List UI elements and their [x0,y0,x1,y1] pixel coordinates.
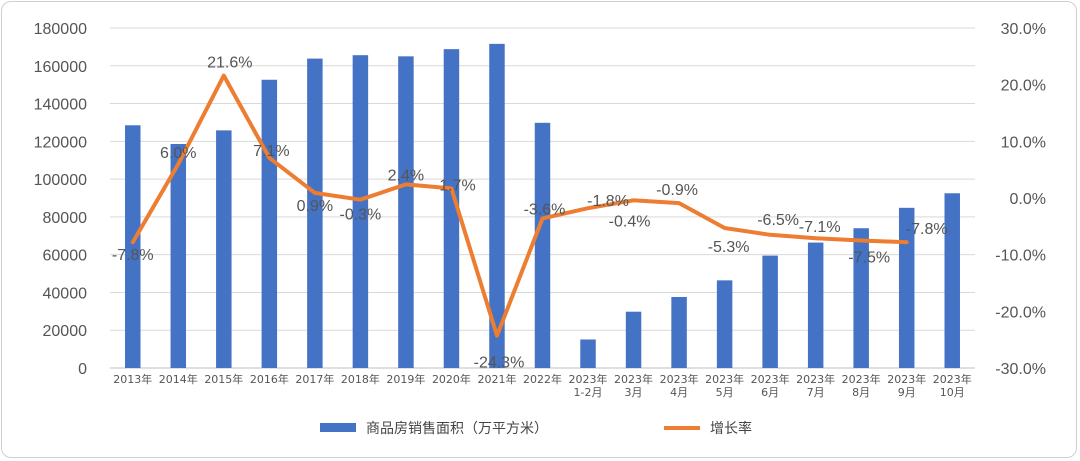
bar [443,49,460,369]
x-tick-label: 10月 [940,386,965,399]
growth-label: 21.6% [207,55,252,72]
bar [853,228,869,368]
x-tick-label: 2013年 [113,372,152,386]
growth-label: -1.8% [587,193,629,210]
bar [762,255,778,368]
line-data-labels: -7.8% 6.0% 21.6% 7.1% 0.9% -0.3% 2.4% 1.7% -24.3… [112,55,948,372]
bar [170,143,187,368]
x-tick-label: 2023年 [887,372,926,386]
x-tick-label: 9月 [898,386,916,399]
left-tick-label: 100000 [34,172,87,189]
x-tick-label: 2014年 [159,372,198,386]
growth-label: -3.6% [524,201,566,218]
bar [352,55,369,368]
legend: 商品房销售面积（万平方米） 增长率 [320,420,752,437]
x-tick-label: 6月 [761,386,779,399]
left-tick-label: 160000 [34,59,87,76]
x-tick-label: 2019年 [386,372,425,386]
x-tick-label: 2021年 [477,372,516,386]
x-tick-label: 2023年 [569,372,608,386]
left-tick-label: 60000 [43,248,88,265]
left-tick-label: 120000 [34,134,87,151]
bar-series [125,43,960,369]
right-tick-label: -20.0% [995,304,1046,321]
legend-line-label: 增长率 [710,420,752,437]
legend-bar-swatch [320,423,356,432]
legend-bar-label: 商品房销售面积（万平方米） [366,421,548,437]
gridlines [110,27,975,369]
x-tick-label: 4月 [670,386,688,399]
x-tick-label: 8月 [852,386,870,399]
bar [125,125,141,369]
x-tick-label: 2023年 [705,372,744,386]
right-axis-ticks: -30.0% -20.0% -10.0% 0.0% 10.0% 20.0% 30.0% [995,21,1046,378]
right-tick-label: -10.0% [995,248,1046,265]
growth-label: -0.9% [656,182,698,199]
right-tick-label: 20.0% [1001,78,1046,95]
bar [307,58,323,368]
left-tick-label: 0 [78,361,87,378]
growth-label: -7.8% [112,247,154,264]
x-tick-label: 3月 [625,386,643,399]
left-tick-label: 20000 [43,323,88,340]
x-tick-label: 2023年 [933,372,972,386]
growth-label: 0.9% [297,198,333,215]
x-tick-label: 2016年 [250,372,289,386]
x-tick-label: 2017年 [295,372,334,386]
left-axis-ticks: 0 20000 40000 60000 80000 100000 120000 140000 1… [34,21,87,378]
growth-label: 1.7% [439,177,475,194]
right-tick-label: 30.0% [1001,21,1046,38]
bar [716,280,733,368]
x-tick-label: 2018年 [341,372,380,386]
bar [671,296,687,368]
bar [489,43,505,368]
growth-label: 7.1% [253,143,289,160]
x-tick-label: 5月 [716,386,734,399]
right-tick-label: 10.0% [1001,134,1046,151]
x-tick-label: 1-2月 [574,386,603,399]
x-tick-label: 2023年 [796,372,835,386]
x-tick-label: 2020年 [432,372,471,386]
right-tick-label: -30.0% [995,361,1046,378]
growth-label: 2.4% [388,167,424,184]
bar [807,242,824,368]
bar [398,56,414,368]
x-tick-label: 2023年 [842,372,881,386]
bar [216,130,232,368]
bar [898,207,915,368]
bar [944,193,960,368]
growth-label: -7.5% [848,250,890,267]
x-axis-ticks: 2013年 2014年 2015年 2016年 2017年 2018年 2019年 2020年… [113,372,971,399]
growth-label: -0.3% [339,207,381,224]
x-tick-label: 2023年 [751,372,790,386]
bar [534,122,551,368]
x-tick-label: 2022年 [523,372,562,386]
growth-label: -6.5% [757,212,799,229]
left-tick-label: 40000 [43,285,88,302]
growth-rate-line [130,73,909,338]
x-tick-label: 7月 [807,386,825,399]
right-tick-label: 0.0% [1010,191,1046,208]
x-tick-label: 2023年 [660,372,699,386]
bar [261,79,278,368]
growth-label: -24.3% [474,355,525,372]
bar [580,339,596,368]
x-tick-label: 2023年 [614,372,653,386]
growth-label: -7.8% [906,221,948,238]
bar [625,311,642,368]
left-tick-label: 140000 [34,97,87,114]
growth-label: -0.4% [609,213,651,230]
left-tick-label: 80000 [43,210,88,227]
growth-label: 6.0% [160,145,196,162]
x-tick-label: 2015年 [204,372,243,386]
growth-label: -5.3% [708,239,750,256]
line-series [130,73,909,338]
growth-label: -7.1% [799,219,841,236]
left-tick-label: 180000 [34,21,87,38]
